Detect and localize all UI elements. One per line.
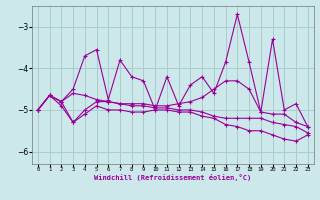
X-axis label: Windchill (Refroidissement éolien,°C): Windchill (Refroidissement éolien,°C) (94, 174, 252, 181)
